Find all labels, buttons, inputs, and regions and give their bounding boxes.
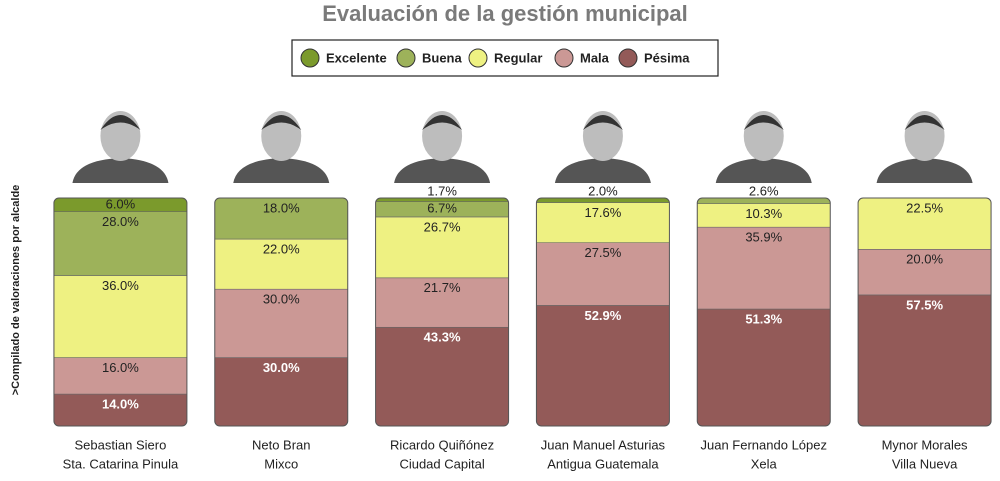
legend-swatch <box>396 48 416 68</box>
x-tick-sublabel: Villa Nueva <box>892 456 958 471</box>
legend-swatch <box>300 48 320 68</box>
data-label: 26.7% <box>424 219 461 234</box>
data-label: 57.5% <box>906 297 943 312</box>
data-label: 35.9% <box>745 230 782 245</box>
legend-swatch <box>554 48 574 68</box>
portrait-shoulders <box>876 158 973 183</box>
data-label: 17.6% <box>584 205 621 220</box>
portrait-shoulders <box>233 158 330 183</box>
portrait-hair <box>904 115 945 130</box>
data-label: 21.7% <box>424 280 461 295</box>
portrait-hair <box>422 115 463 130</box>
y-axis-label: >Compilado de valoraciones por alcalde <box>10 185 22 396</box>
legend-label: Buena <box>422 50 463 65</box>
data-label: 20.0% <box>906 252 943 267</box>
legend-label: Mala <box>580 50 610 65</box>
portrait-shoulders <box>554 158 651 183</box>
x-tick-label: Mynor Morales <box>882 437 968 452</box>
bar-outline <box>214 197 349 427</box>
data-label: 16.0% <box>102 360 139 375</box>
bar-segment <box>53 357 187 395</box>
bar-outline <box>857 197 992 427</box>
data-label: 27.5% <box>584 245 621 260</box>
bar-outline <box>53 197 188 427</box>
portrait-shoulders <box>394 158 491 183</box>
bar-segment <box>214 357 348 426</box>
legend-swatch <box>618 48 638 68</box>
bar-segment <box>214 198 348 240</box>
data-label: 30.0% <box>263 292 300 307</box>
data-label: 22.5% <box>906 200 943 215</box>
x-tick-sublabel: Sta. Catarina Pinula <box>63 456 179 471</box>
bar-segment <box>697 226 831 310</box>
data-label: 1.7% <box>427 183 457 198</box>
bar-segment <box>536 202 670 243</box>
data-label: 18.0% <box>263 200 300 215</box>
portraits <box>72 111 973 183</box>
bar-outline <box>535 197 670 427</box>
bar-outline <box>696 197 831 427</box>
data-label: 28.0% <box>102 214 139 229</box>
bar-segment <box>697 198 831 205</box>
x-tick-sublabel: Antigua Guatemala <box>547 456 659 471</box>
bar-segment <box>536 305 670 426</box>
bar-segment <box>53 211 187 276</box>
portrait-hair <box>582 115 623 130</box>
bar-segment <box>536 198 670 203</box>
legend-label: Pésima <box>644 50 690 65</box>
portrait-hair <box>100 115 141 130</box>
data-label: 22.0% <box>263 241 300 256</box>
bar-segment <box>858 249 992 296</box>
bar-segment <box>214 238 348 290</box>
bar-segment <box>697 308 831 426</box>
portrait-shoulders <box>72 158 169 183</box>
legend-label: Regular <box>494 50 542 65</box>
x-tick-sublabel: Mixco <box>264 456 298 471</box>
portrait-shoulders <box>715 158 812 183</box>
legend-box <box>291 39 719 77</box>
bar-segment <box>858 294 992 426</box>
x-tick-label: Juan Fernando López <box>701 437 827 452</box>
data-label: 6.0% <box>106 196 136 211</box>
legend-label: Excelente <box>326 50 387 65</box>
bar-segment <box>53 198 187 212</box>
x-tick-sublabel: Ciudad Capital <box>399 456 484 471</box>
data-label: 2.0% <box>588 183 618 198</box>
x-tick-label: Ricardo Quiñónez <box>390 437 494 452</box>
data-label: 6.7% <box>427 201 457 216</box>
data-label: 43.3% <box>424 330 461 345</box>
x-tick-label: Neto Bran <box>252 437 311 452</box>
data-label: 10.3% <box>745 206 782 221</box>
legend-swatch <box>468 48 488 68</box>
data-label: 51.3% <box>745 311 782 326</box>
portrait-hair <box>261 115 302 130</box>
bar-segment <box>53 275 187 358</box>
bar-segment <box>375 198 509 202</box>
chart-title: Evaluación de la gestión municipal <box>322 1 688 26</box>
bar-segment <box>53 393 187 426</box>
bar-segment <box>375 216 509 279</box>
bar-segment <box>858 198 992 250</box>
data-label: 14.0% <box>102 397 139 412</box>
data-label: 30.0% <box>263 360 300 375</box>
x-tick-label: Sebastian Siero <box>75 437 167 452</box>
portrait-hair <box>743 115 784 130</box>
data-label: 36.0% <box>102 278 139 293</box>
bar-segment <box>536 242 670 306</box>
x-tick-sublabel: Xela <box>751 456 778 471</box>
x-tick-label: Juan Manuel Asturias <box>541 437 666 452</box>
bar-segment <box>375 326 509 426</box>
data-label: 2.6% <box>749 183 779 198</box>
data-label: 52.9% <box>584 308 621 323</box>
bar-outline <box>375 197 510 427</box>
